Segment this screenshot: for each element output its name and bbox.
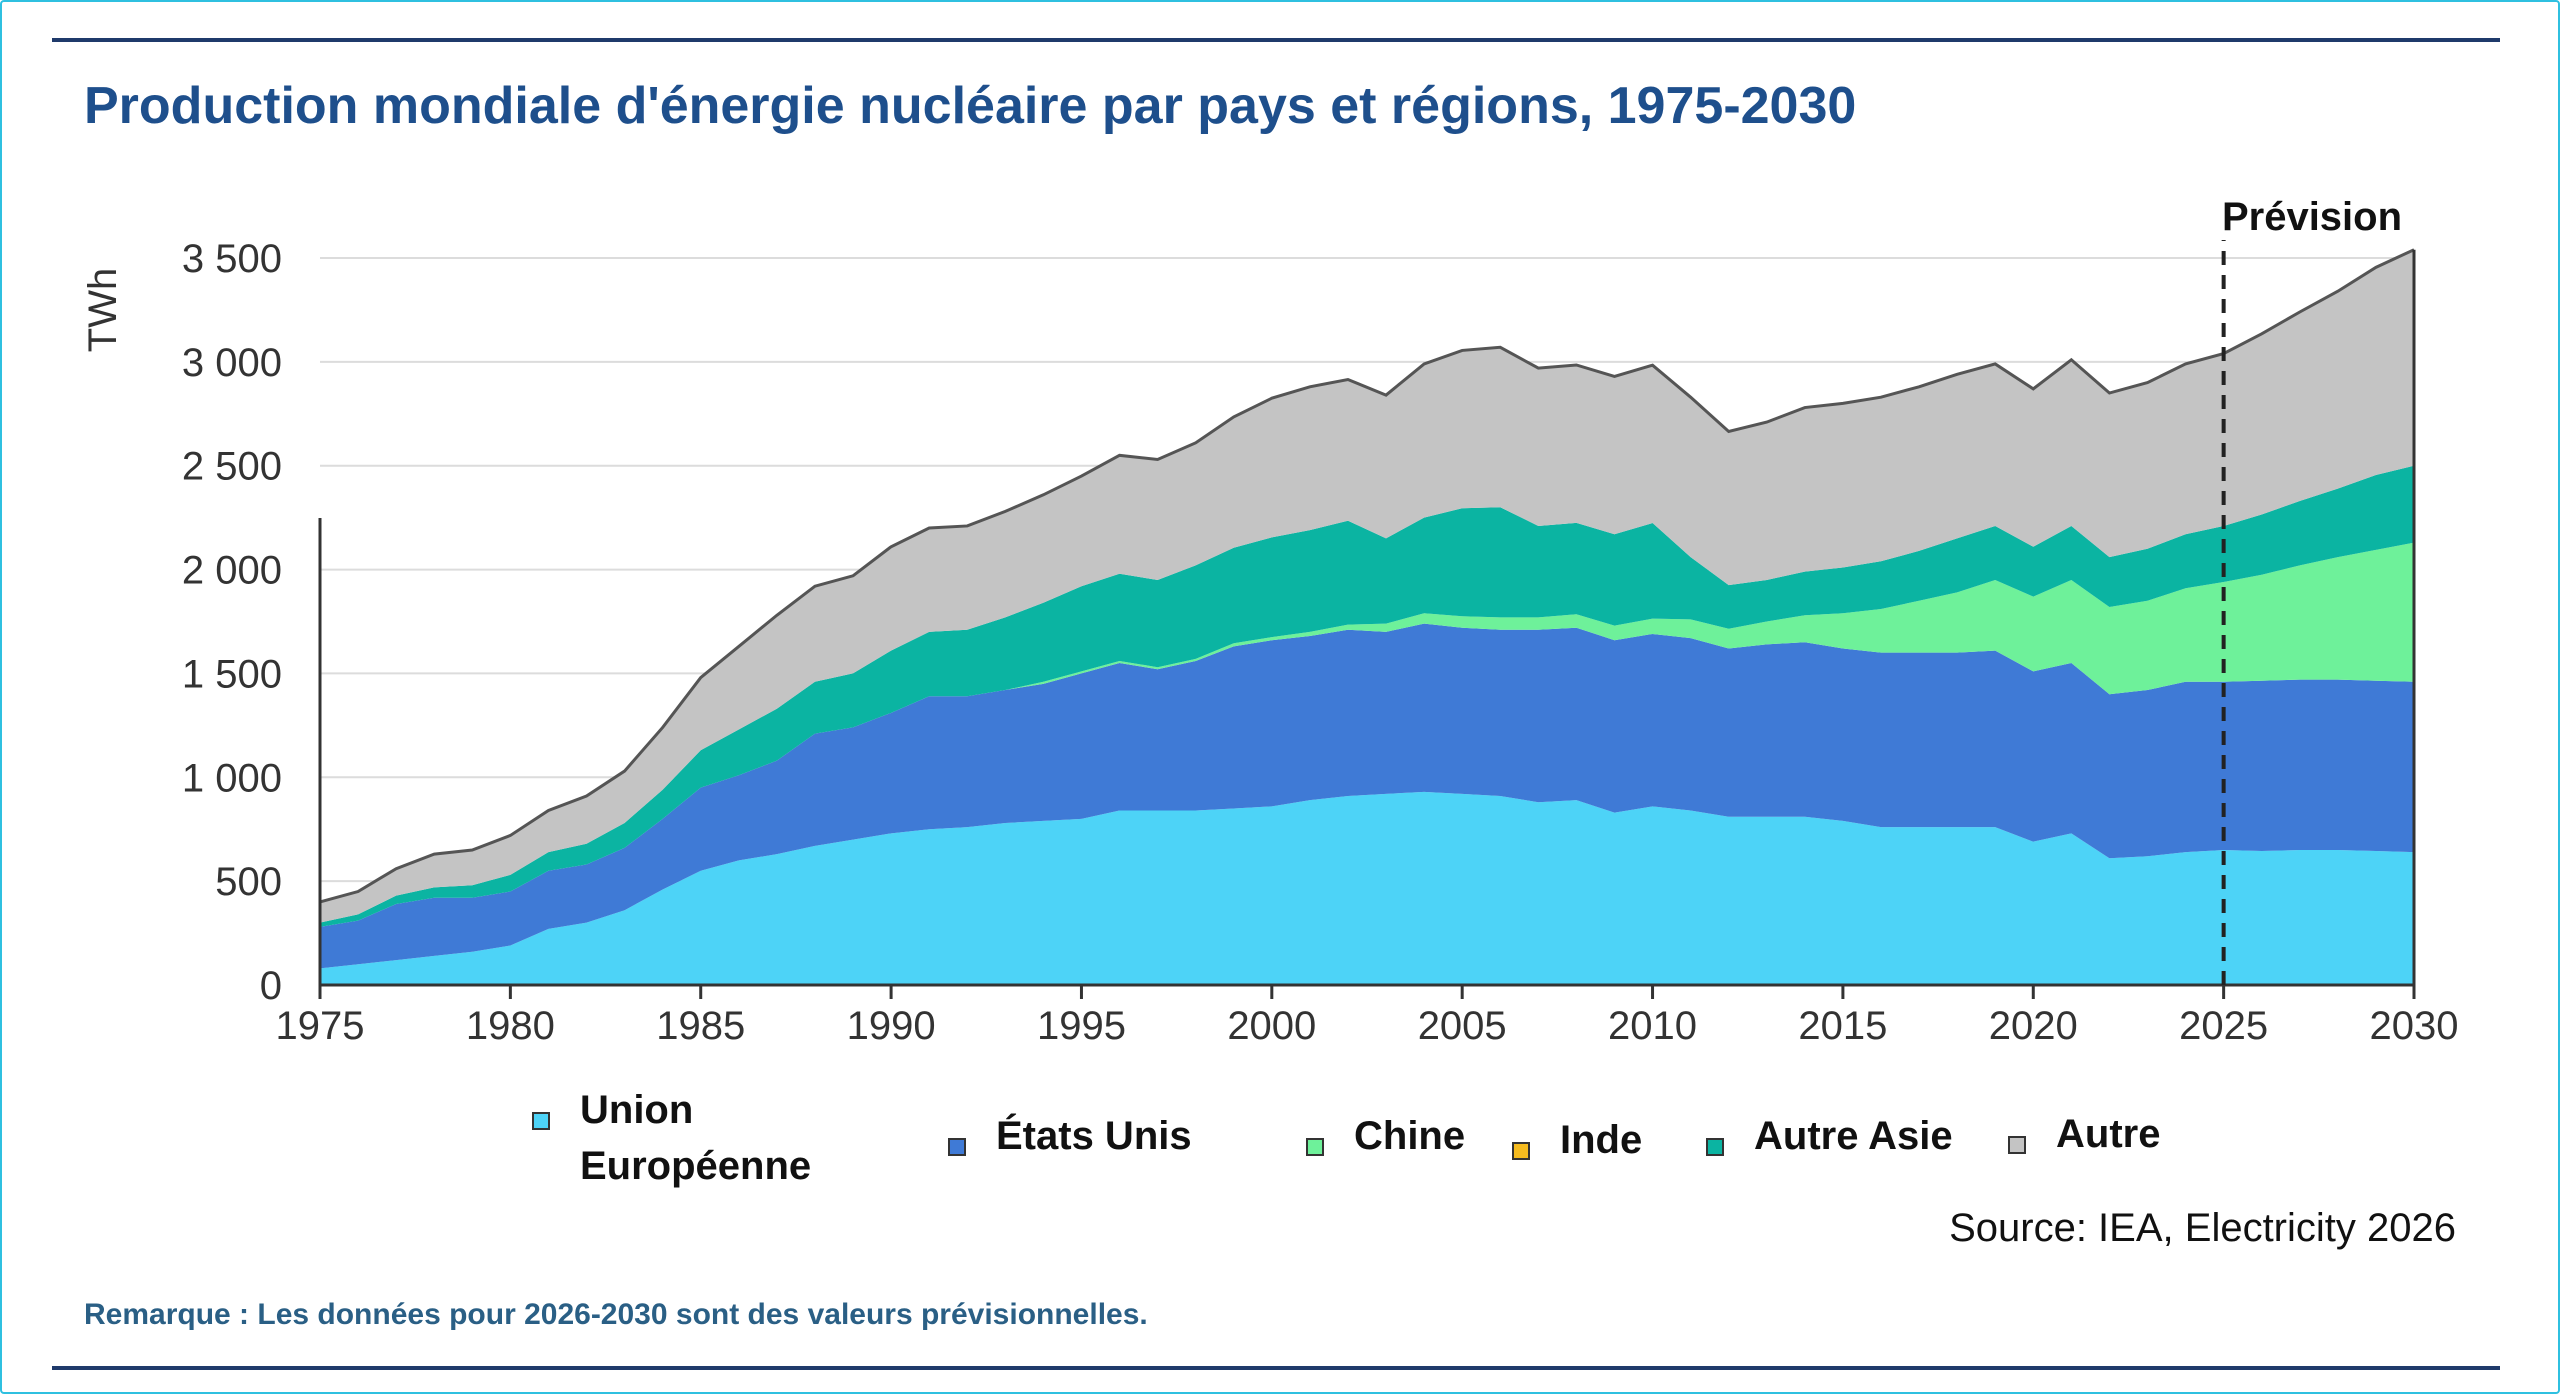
y-tick-label-0: 0 bbox=[260, 964, 282, 1008]
x-tick-label-1980: 1980 bbox=[466, 1004, 555, 1048]
legend-swatch-us bbox=[948, 1138, 966, 1156]
legend-label-ue: Union Européenne bbox=[580, 1088, 812, 1188]
y-tick-label-3000: 3 000 bbox=[182, 341, 282, 385]
legend-item-autre-asie: Autre Asie bbox=[1706, 1108, 1953, 1164]
x-tick-label-2030: 2030 bbox=[2370, 1004, 2459, 1048]
total-outline bbox=[319, 248, 2415, 904]
y-tick-label-1000: 1 000 bbox=[182, 756, 282, 800]
x-tick-label-2015: 2015 bbox=[1798, 1004, 1887, 1048]
y-tick-label-500: 500 bbox=[215, 860, 282, 904]
legend-item-inde: Inde bbox=[1512, 1112, 1642, 1168]
legend-swatch-inde bbox=[1512, 1142, 1530, 1160]
legend-item-chine: Chine bbox=[1306, 1108, 1465, 1164]
legend-item-ue: Union Européenne bbox=[532, 1082, 811, 1194]
x-tick-label-1995: 1995 bbox=[1037, 1004, 1126, 1048]
legend-item-autre: Autre bbox=[2008, 1106, 2160, 1162]
legend-swatch-autre-asie bbox=[1706, 1138, 1724, 1156]
x-tick-label-1985: 1985 bbox=[656, 1004, 745, 1048]
legend-label-autre-asie: Autre Asie bbox=[1754, 1114, 1953, 1158]
area-chine bbox=[320, 542, 2414, 927]
area-autre_asie bbox=[320, 465, 2414, 927]
area-autre bbox=[320, 249, 2414, 923]
top-rule bbox=[52, 38, 2500, 42]
x-tick-label-2000: 2000 bbox=[1227, 1004, 1316, 1048]
x-tick-label-1975: 1975 bbox=[276, 1004, 365, 1048]
x-tick-label-2010: 2010 bbox=[1608, 1004, 1697, 1048]
legend-swatch-ue bbox=[532, 1112, 550, 1130]
bottom-rule bbox=[52, 1366, 2500, 1370]
y-tick-label-1500: 1 500 bbox=[182, 652, 282, 696]
area-us bbox=[320, 623, 2414, 969]
forecast-label: Prévision bbox=[2222, 195, 2402, 239]
remark-note: Remarque : Les données pour 2026-2030 so… bbox=[84, 1298, 1148, 1331]
source-note: Source: IEA, Electricity 2026 bbox=[1949, 1206, 2456, 1250]
legend-label-inde: Inde bbox=[1560, 1118, 1643, 1162]
x-tick-label-2005: 2005 bbox=[1418, 1004, 1507, 1048]
legend-swatch-chine bbox=[1306, 1138, 1324, 1156]
area-ue bbox=[320, 791, 2414, 985]
x-tick-label-1990: 1990 bbox=[847, 1004, 936, 1048]
y-axis-label: TWh bbox=[81, 268, 125, 352]
legend-label-chine: Chine bbox=[1354, 1114, 1466, 1158]
legend-swatch-autre bbox=[2008, 1136, 2026, 1154]
chart-title: Production mondiale d'énergie nucléaire … bbox=[84, 77, 1857, 135]
legend-label-us: États Unis bbox=[996, 1114, 1192, 1158]
x-tick-label-2025: 2025 bbox=[2179, 1004, 2268, 1048]
y-tick-label-2500: 2 500 bbox=[182, 445, 282, 489]
y-tick-label-3500: 3 500 bbox=[182, 237, 282, 281]
x-tick-label-2020: 2020 bbox=[1989, 1004, 2078, 1048]
legend-label-autre: Autre bbox=[2056, 1112, 2161, 1156]
y-tick-label-2000: 2 000 bbox=[182, 549, 282, 593]
legend-item-us: États Unis bbox=[948, 1108, 1192, 1164]
